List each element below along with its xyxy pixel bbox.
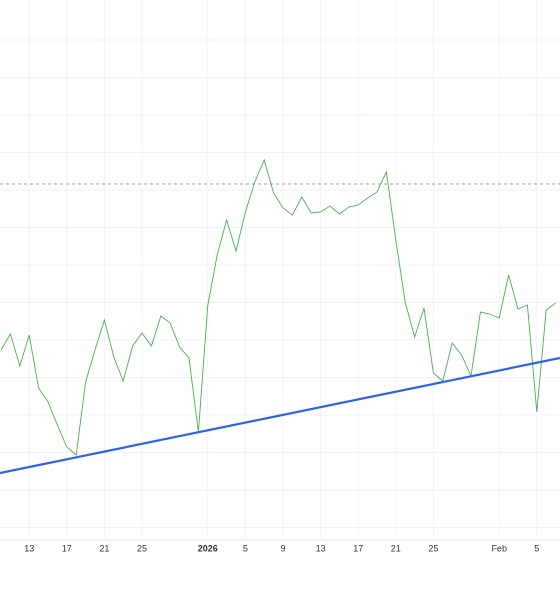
x-tick-label: 17 bbox=[62, 543, 72, 553]
x-tick-label: 2026 bbox=[198, 543, 218, 553]
trend-line bbox=[0, 356, 560, 475]
x-tick-label: 5 bbox=[534, 543, 539, 553]
x-tick-label: Feb bbox=[491, 543, 507, 553]
x-tick-label: 17 bbox=[353, 543, 363, 553]
data-line bbox=[0, 158, 556, 456]
x-tick-label: 21 bbox=[391, 543, 401, 553]
x-tick-label: 21 bbox=[99, 543, 109, 553]
x-tick-label: 9 bbox=[280, 543, 285, 553]
x-tick-label: 25 bbox=[137, 543, 147, 553]
x-tick-label: 13 bbox=[316, 543, 326, 553]
x-tick-label: 5 bbox=[243, 543, 248, 553]
x-tick-label: 25 bbox=[428, 543, 438, 553]
x-tick-label: 13 bbox=[24, 543, 34, 553]
